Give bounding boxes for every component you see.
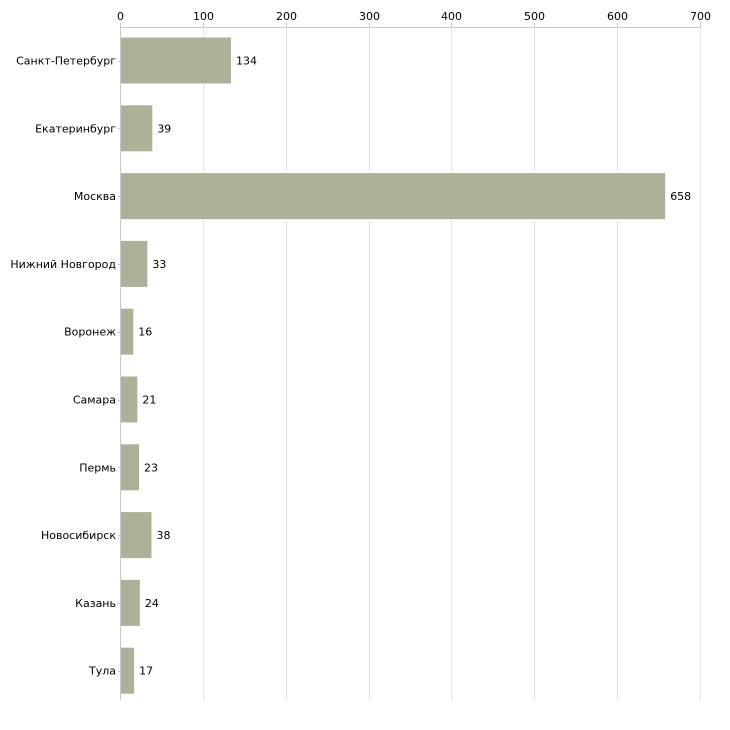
bar bbox=[121, 37, 232, 84]
category-label: Казань bbox=[75, 597, 116, 610]
category-label: Нижний Новгород bbox=[10, 258, 116, 271]
bar bbox=[121, 173, 666, 220]
category-label: Самара bbox=[73, 394, 116, 407]
category-label: Екатеринбург bbox=[35, 122, 116, 135]
value-label: 21 bbox=[142, 394, 156, 407]
value-label: 24 bbox=[145, 597, 159, 610]
category-label: Санкт-Петербург bbox=[16, 55, 116, 68]
x-tick-label: 400 bbox=[441, 10, 462, 23]
value-label: 39 bbox=[157, 122, 171, 135]
bar bbox=[121, 240, 148, 287]
value-label: 16 bbox=[138, 326, 152, 339]
x-tick-label: 100 bbox=[193, 10, 214, 23]
value-label: 33 bbox=[152, 258, 166, 271]
bar bbox=[121, 308, 134, 355]
value-label: 23 bbox=[144, 461, 158, 474]
value-label: 658 bbox=[670, 190, 691, 203]
bar bbox=[121, 376, 138, 423]
x-tick-label: 500 bbox=[524, 10, 545, 23]
category-label: Новосибирск bbox=[41, 529, 116, 542]
x-axis-ticks: 0 100 200 300 400 500 600 700 bbox=[117, 10, 711, 28]
bar bbox=[121, 444, 140, 491]
value-labels: 134 39 658 33 16 21 23 38 24 17 bbox=[138, 55, 691, 678]
category-label: Тула bbox=[88, 665, 116, 678]
bar bbox=[121, 512, 152, 559]
x-tick-label: 700 bbox=[690, 10, 711, 23]
x-tick-label: 200 bbox=[276, 10, 297, 23]
bar bbox=[121, 647, 135, 694]
x-tick-label: 300 bbox=[359, 10, 380, 23]
bars bbox=[121, 37, 666, 694]
value-label: 38 bbox=[156, 529, 170, 542]
category-label: Пермь bbox=[79, 461, 116, 474]
x-tick-label: 0 bbox=[117, 10, 124, 23]
value-label: 17 bbox=[139, 665, 153, 678]
x-tick-label: 600 bbox=[607, 10, 628, 23]
bar bbox=[121, 105, 153, 152]
category-label: Воронеж bbox=[64, 326, 116, 339]
category-labels: Санкт-Петербург Екатеринбург Москва Нижний … bbox=[10, 55, 120, 678]
bar bbox=[121, 579, 140, 626]
category-label: Москва bbox=[74, 190, 116, 203]
gridlines bbox=[203, 27, 701, 700]
value-label: 134 bbox=[236, 55, 257, 68]
